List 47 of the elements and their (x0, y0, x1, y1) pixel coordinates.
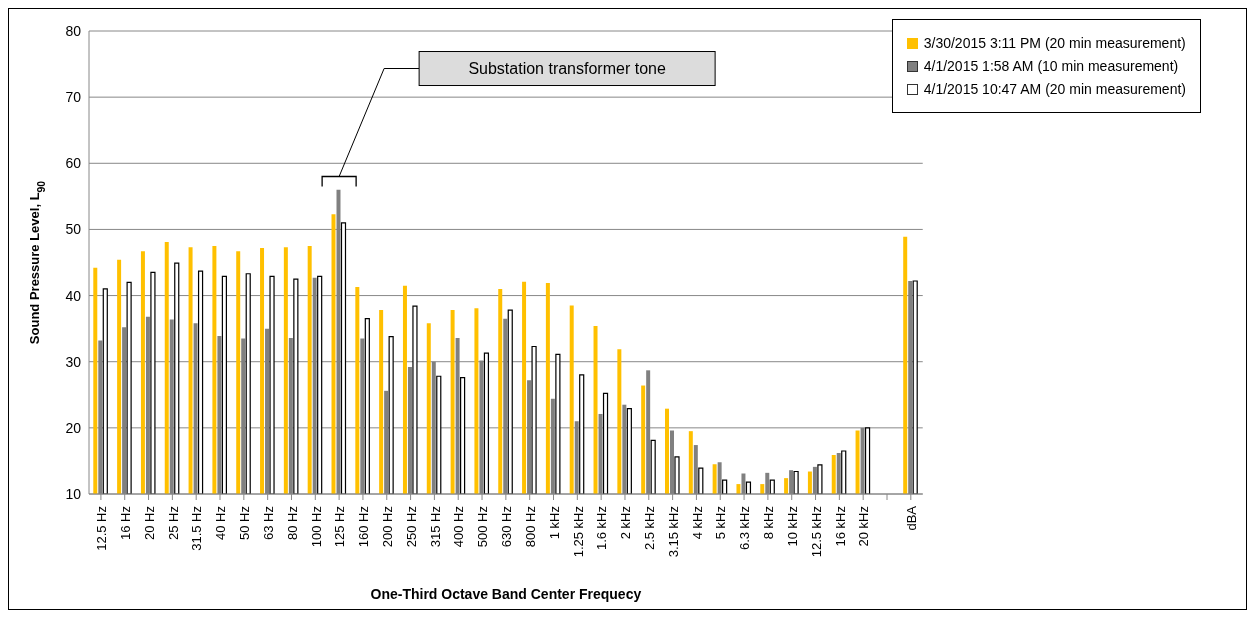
annotation: Substation transformer tone (468, 59, 666, 77)
y-tick-label: 80 (65, 22, 82, 39)
x-tick-label: 12.5 Hz (94, 506, 110, 551)
x-tick-label: 10 kHz (784, 506, 800, 547)
x-tick-label: 100 Hz (308, 506, 324, 548)
x-tick-label: 630 Hz (499, 506, 515, 548)
y-tick-label: 50 (65, 221, 82, 238)
legend-label: 3/30/2015 3:11 PM (20 min measurement) (923, 35, 1186, 51)
x-tick-label: 1 kHz (546, 506, 562, 540)
x-tick-label: 16 kHz (832, 506, 848, 547)
x-tick-label: 2.5 kHz (642, 506, 658, 551)
x-tick-label: 2 kHz (618, 506, 634, 540)
y-tick-label: 70 (65, 89, 82, 106)
x-tick-label: 20 Hz (141, 506, 157, 540)
x-tick-label: 25 Hz (165, 506, 181, 540)
x-tick-label: 800 Hz (522, 506, 538, 548)
x-tick-label: 400 Hz (451, 506, 467, 548)
x-tick-label: 50 Hz (237, 506, 253, 540)
x-tick-label: 160 Hz (356, 506, 372, 548)
y-tick-label: 10 (65, 485, 82, 502)
x-tick-label: 63 Hz (260, 506, 276, 540)
x-tick-label: 250 Hz (403, 506, 419, 548)
x-tick-label: 31.5 Hz (189, 506, 205, 551)
x-tick-label: 315 Hz (427, 506, 443, 548)
x-tick-label: 3.15 kHz (665, 506, 681, 558)
x-axis-title: One-Third Octave Band Center Frequecy (370, 586, 642, 602)
x-tick-label: 8 kHz (761, 506, 777, 540)
x-tick-label: dBA (904, 505, 920, 531)
x-tick-label: 16 Hz (117, 506, 133, 540)
x-tick-label: 125 Hz (332, 506, 348, 548)
y-tick-label: 30 (65, 353, 82, 370)
y-tick-label: 60 (65, 155, 82, 172)
y-tick-label: 40 (65, 287, 82, 304)
x-tick-label: 20 kHz (856, 506, 872, 547)
text: 4/1/2015 10:47 AM (20 min measurement) (923, 81, 1186, 97)
x-tick-label: 500 Hz (475, 506, 491, 548)
x-tick-label: 80 Hz (284, 506, 300, 540)
x-tick-label: 1.25 kHz (570, 506, 586, 558)
x-tick-label: 5 kHz (713, 506, 729, 540)
x-tick-label: 1.6 kHz (594, 506, 610, 551)
y-tick-label: 20 (65, 419, 82, 436)
x-tick-label: 200 Hz (379, 506, 395, 548)
x-tick-label: 40 Hz (213, 506, 229, 540)
x-tick-label: 12.5 kHz (808, 506, 824, 558)
x-tick-label: 6.3 kHz (737, 506, 753, 551)
x-tick-label: 4 kHz (689, 506, 705, 540)
legend-label: 4/1/2015 1:58 AM (10 min measurement) (923, 58, 1179, 74)
